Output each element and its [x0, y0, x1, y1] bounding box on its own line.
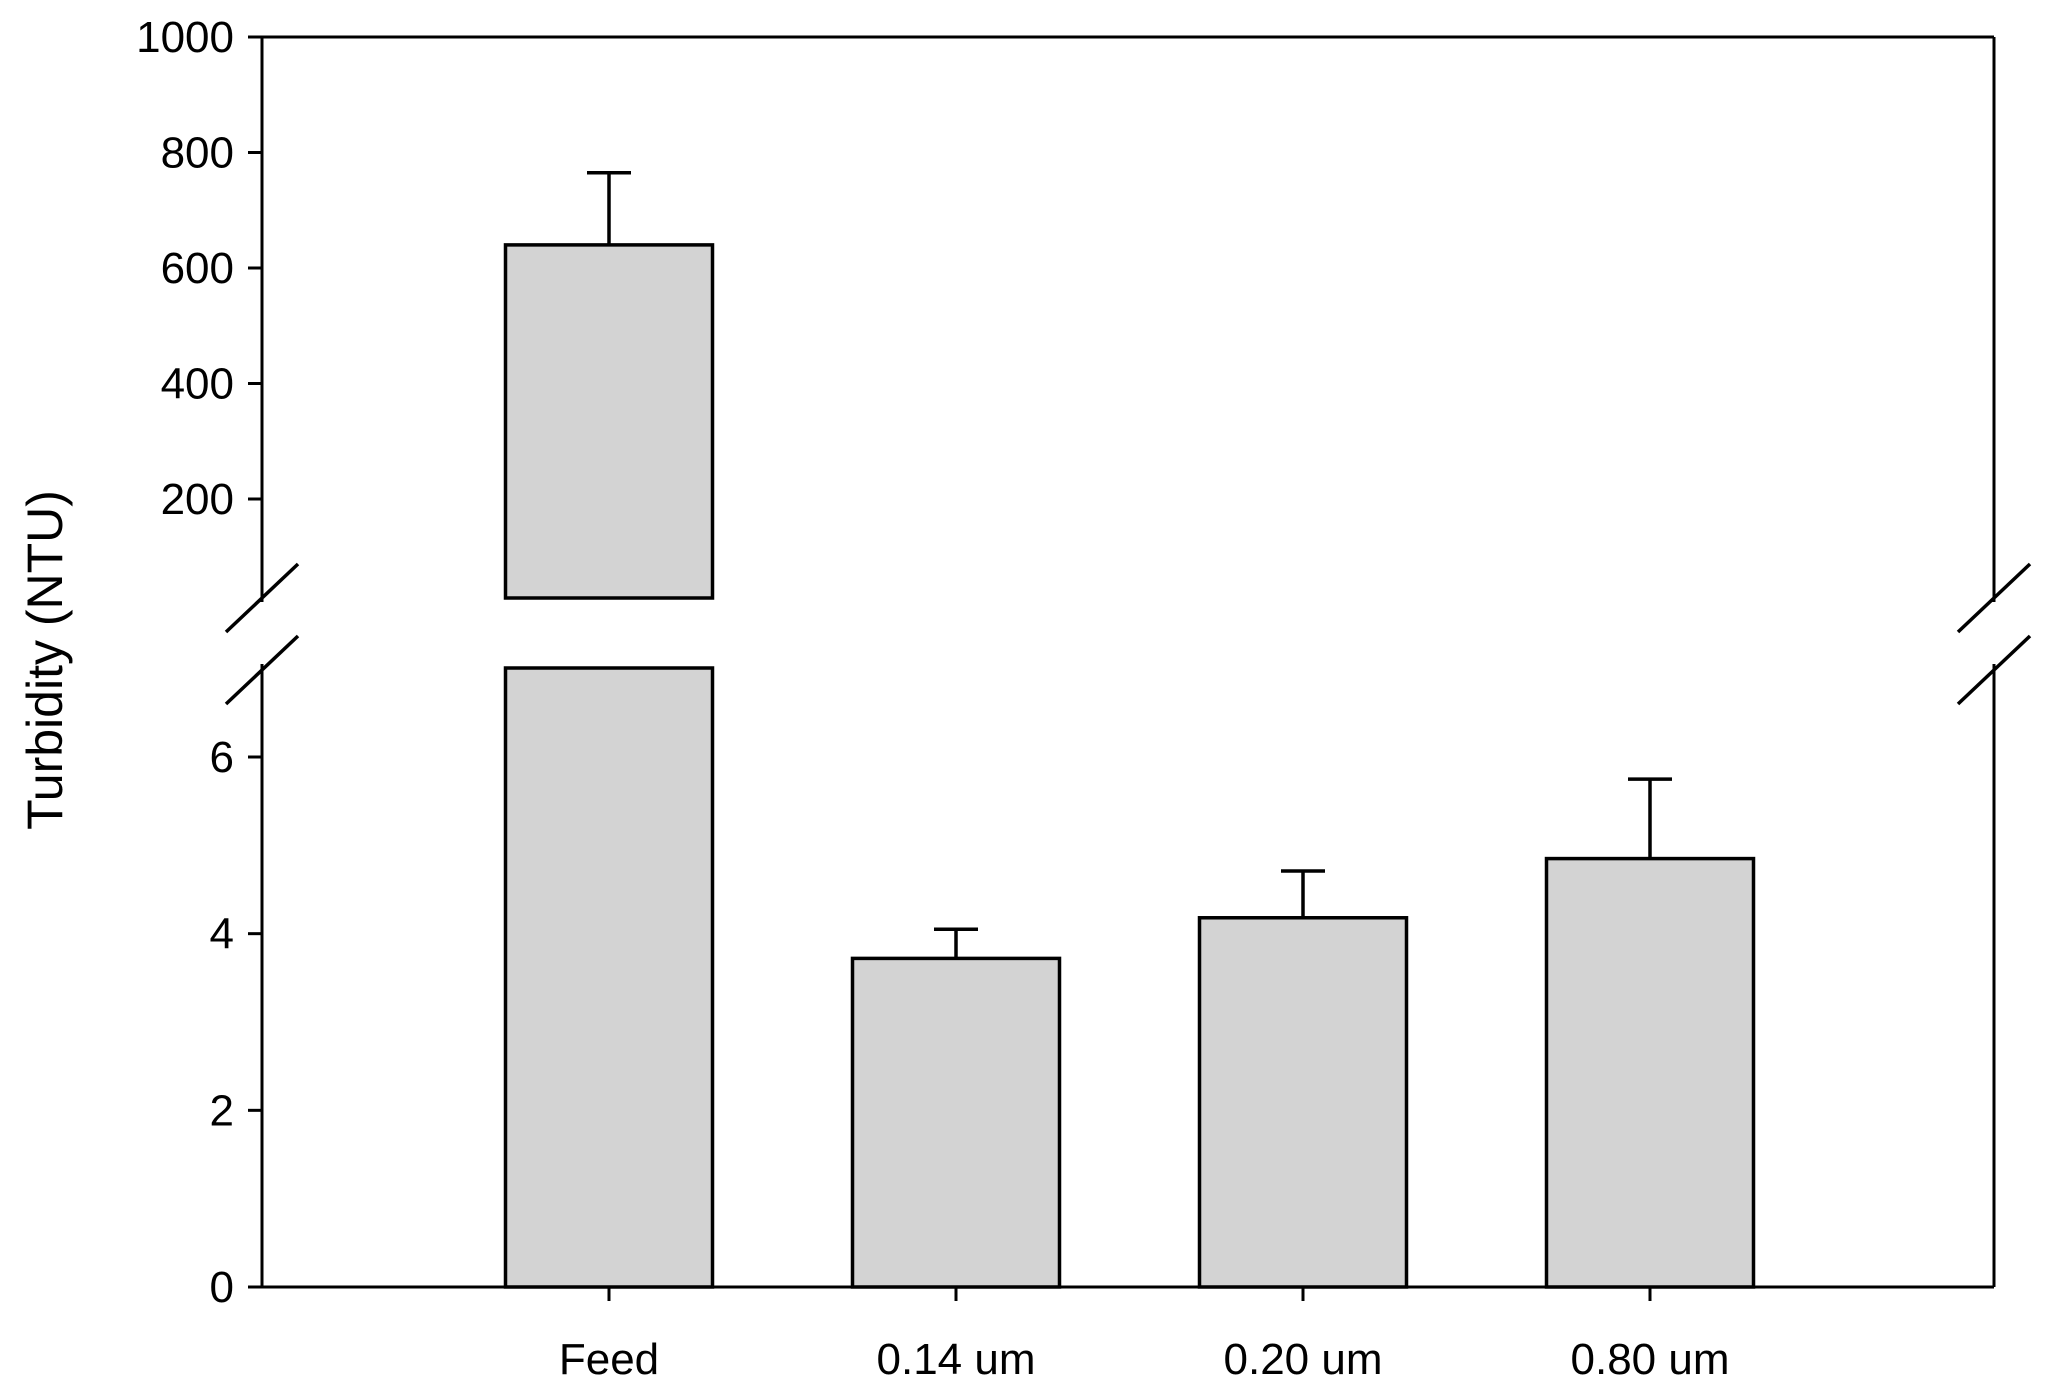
bars-group	[503, 170, 1756, 1289]
right-axis-break-lower-slash	[1956, 634, 2032, 706]
y-tick-label: 600	[161, 244, 234, 293]
bar	[850, 956, 1062, 1289]
y-tick-label: 0	[210, 1263, 234, 1312]
y-tick-label: 400	[161, 360, 234, 409]
bar-lower	[503, 666, 715, 1289]
x-tick-label: 0.20 um	[1224, 1335, 1383, 1384]
right-axis-break-gap	[1986, 602, 2002, 664]
y-tick-label: 1000	[136, 13, 234, 62]
bar	[1544, 856, 1756, 1289]
y-axis-title: Turbidity (NTU)	[17, 490, 73, 830]
x-tick-label: Feed	[559, 1335, 659, 1384]
y-tick-label: 2	[210, 1086, 234, 1135]
x-tick-label: 0.80 um	[1571, 1335, 1730, 1384]
axis-break-group	[224, 562, 2032, 706]
left-axis-break-upper-slash	[224, 562, 300, 634]
y-tick-label: 6	[210, 733, 234, 782]
left-axis-break-lower-slash	[224, 634, 300, 706]
bar-upper	[503, 243, 715, 600]
right-axis-break-upper-slash	[1956, 562, 2032, 634]
y-tick-label: 200	[161, 475, 234, 524]
x-tick-label: 0.14 um	[877, 1335, 1036, 1384]
left-axis-break-gap	[254, 602, 270, 664]
ticks-group: Feed 0.14 um 0.20 um 0.80 um 0 2 4 6 200 400 600 80…	[136, 13, 1729, 1384]
bar	[1197, 916, 1409, 1289]
y-tick-label: 800	[161, 129, 234, 178]
y-tick-label: 4	[210, 910, 234, 959]
